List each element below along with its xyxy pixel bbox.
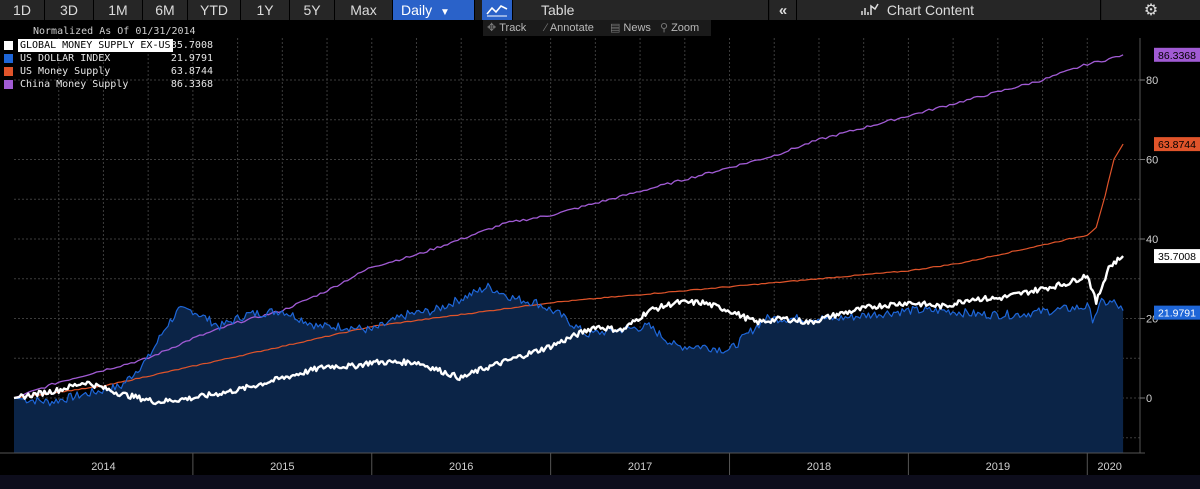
chart-content-button[interactable]: Chart Content xyxy=(797,0,1101,20)
y-tick-label: 40 xyxy=(1146,234,1158,246)
y-tick-label: 0 xyxy=(1146,393,1152,405)
news-label: News xyxy=(623,22,651,34)
gear-icon: ⚙ xyxy=(1143,2,1159,19)
last-value-labels: 86.3368 63.8744 35.7008 21.9791 xyxy=(1154,47,1200,320)
series-lines xyxy=(13,54,1124,407)
legend-item-china[interactable]: China Money Supply 86.3368 xyxy=(4,78,217,91)
range-1m-button[interactable]: 1M xyxy=(94,0,143,20)
x-tick-label: 2019 xyxy=(986,461,1010,473)
last-value-global-bg xyxy=(1154,249,1200,264)
legend-item-us-money[interactable]: US Money Supply 63.8744 xyxy=(4,65,217,78)
track-tool[interactable]: ✥ Track xyxy=(487,20,526,36)
legend-value-china: 86.3368 xyxy=(170,79,213,90)
line-chart-icon xyxy=(486,5,508,17)
x-axis-footer xyxy=(0,475,1200,489)
legend-label-us-money: US Money Supply xyxy=(20,66,111,77)
y-tick-label: 20 xyxy=(1146,314,1158,326)
last-value-usd-bg xyxy=(1154,305,1200,320)
legend-item-global[interactable]: GLOBAL MONEY SUPPLY EX-US 35.7008 xyxy=(4,39,217,52)
range-max-button[interactable]: Max xyxy=(335,0,393,20)
table-button[interactable]: Table xyxy=(513,0,769,20)
range-6m-button[interactable]: 6M xyxy=(143,0,188,20)
last-value-global: 35.7008 xyxy=(1158,251,1196,263)
frequency-dropdown[interactable]: Daily ▼ xyxy=(393,0,475,20)
y-tick-label: 60 xyxy=(1146,155,1158,167)
line-chart-button[interactable] xyxy=(482,0,513,20)
usd-area xyxy=(14,283,1124,453)
series-line-china xyxy=(13,54,1124,399)
last-value-us-money: 63.8744 xyxy=(1158,139,1196,151)
x-tick-label: 2020 xyxy=(1097,461,1121,473)
series-line-usd xyxy=(13,282,1124,407)
news-icon: ▤ xyxy=(610,22,621,34)
usd-area-fill xyxy=(14,283,1124,453)
legend-label-china: China Money Supply xyxy=(20,79,129,90)
toolbar: 1D 3D 1M 6M YTD 1Y 5Y Max Daily ▼ Table … xyxy=(0,0,1200,20)
annotate-label: Annotate xyxy=(549,22,594,34)
x-axis-band xyxy=(0,453,1200,489)
x-tick-label: 2015 xyxy=(270,461,294,473)
news-tool[interactable]: ▤ News xyxy=(610,20,651,36)
frequency-label: Daily xyxy=(401,2,433,18)
range-1d-button[interactable]: 1D xyxy=(0,0,45,20)
x-axis: 2014 2015 2016 2017 2018 2019 2020 xyxy=(0,452,1200,489)
range-3d-button[interactable]: 3D xyxy=(45,0,94,20)
legend-value-global: 35.7008 xyxy=(170,40,213,51)
magnifier-icon: ⚲ xyxy=(660,22,669,34)
series-line-global xyxy=(13,255,1124,406)
collapse-button[interactable]: « xyxy=(770,0,797,20)
grid xyxy=(14,38,1140,453)
last-value-china: 86.3368 xyxy=(1158,50,1196,62)
series-line-us-money xyxy=(13,143,1124,399)
legend-value-usd: 21.9791 xyxy=(170,53,213,64)
x-tick-label: 2018 xyxy=(807,461,831,473)
chart-content-label: Chart Content xyxy=(886,2,975,18)
legend-label-usd: US DOLLAR INDEX xyxy=(20,53,111,64)
caret-down-icon: ▼ xyxy=(440,7,450,18)
settings-button[interactable]: ⚙ xyxy=(1102,0,1200,20)
legend-label-global: GLOBAL MONEY SUPPLY EX-US xyxy=(18,39,173,52)
y-axis: 0 20 40 60 80 xyxy=(1139,38,1158,453)
legend-swatch-china xyxy=(4,80,13,89)
pencil-icon: ∕ xyxy=(545,22,547,34)
zoom-tool[interactable]: ⚲ Zoom xyxy=(660,20,699,36)
track-label: Track xyxy=(499,22,527,34)
annotate-tool[interactable]: ∕ Annotate xyxy=(545,20,594,36)
legend-swatch-usd xyxy=(4,54,13,63)
x-tick-label: 2017 xyxy=(628,461,652,473)
range-5y-button[interactable]: 5Y xyxy=(290,0,335,20)
y-tick-label: 80 xyxy=(1146,75,1158,87)
zoom-label: Zoom xyxy=(671,22,700,34)
legend-value-us-money: 63.8744 xyxy=(170,66,213,77)
crosshair-icon: ✥ xyxy=(487,22,497,34)
chart-subtoolbar: ✥ Track ∕ Annotate ▤ News ⚲ Zoom xyxy=(483,20,711,36)
x-tick-label: 2016 xyxy=(449,461,473,473)
double-chevron-left-icon: « xyxy=(778,2,788,19)
last-value-us-money-bg xyxy=(1154,137,1200,152)
legend-item-usd[interactable]: US DOLLAR INDEX 21.9791 xyxy=(4,52,217,65)
x-tick-label: 2014 xyxy=(91,461,115,473)
last-value-usd: 21.9791 xyxy=(1158,308,1196,320)
legend-swatch-global xyxy=(4,41,13,50)
legend-title: Normalized As Of 01/31/2014 xyxy=(33,26,196,37)
last-value-china-bg xyxy=(1154,47,1200,62)
range-1y-button[interactable]: 1Y xyxy=(241,0,290,20)
chart-content-icon xyxy=(861,3,879,15)
range-ytd-button[interactable]: YTD xyxy=(188,0,241,20)
legend-swatch-us-money xyxy=(4,67,13,76)
